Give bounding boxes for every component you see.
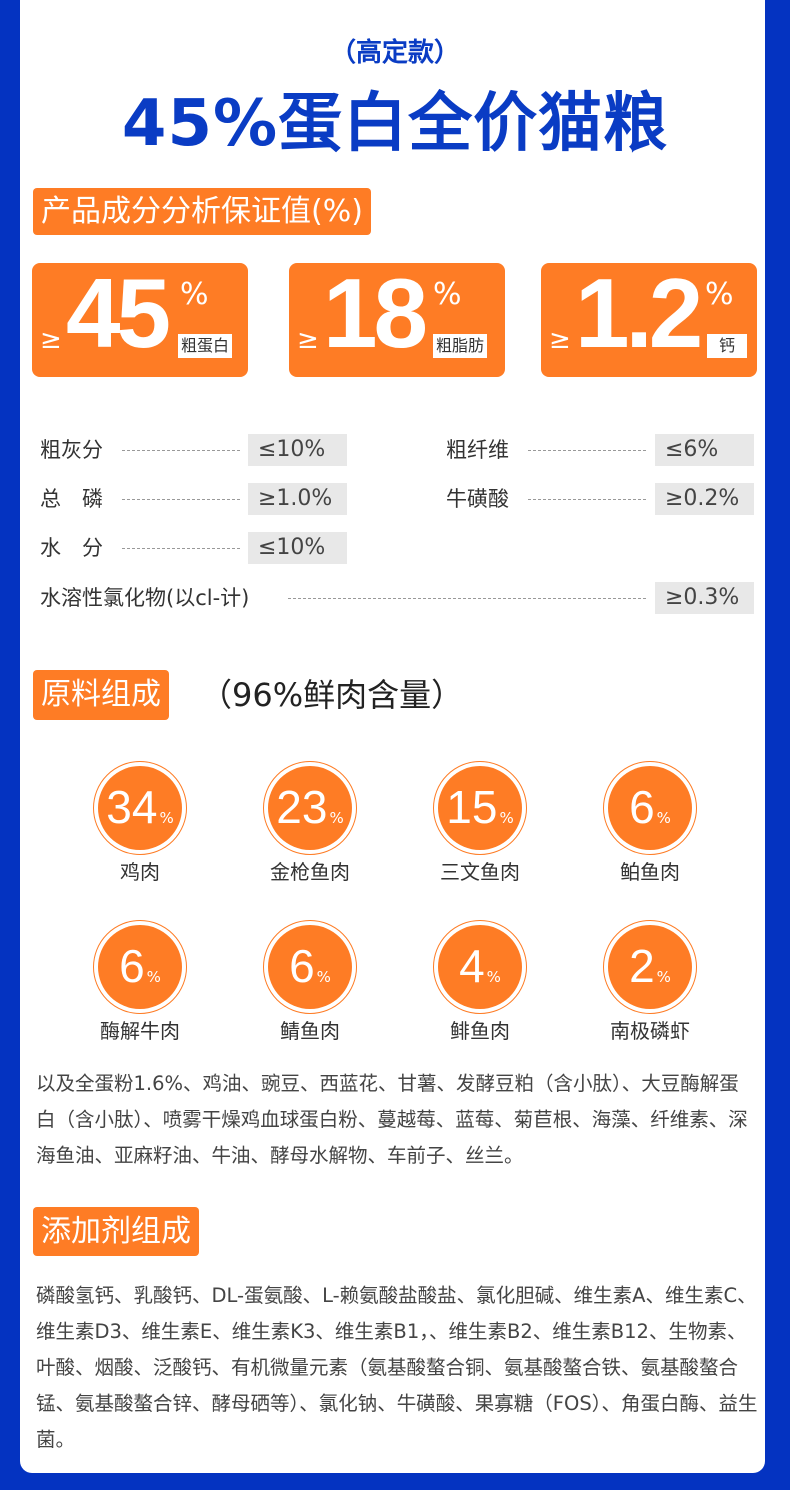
ingredient-circle: 2%	[603, 920, 697, 1014]
ingredients-heading: 原料组成	[33, 670, 169, 720]
row-phosphorus: 总 磷 ≥1.0%	[40, 483, 347, 515]
fat-label: 粗脂肪	[433, 334, 488, 358]
ingredient-value: 6	[629, 781, 655, 833]
additives-text: 磷酸氢钙、乳酸钙、DL-蛋氨酸、L-赖氨酸盐酸盐、氯化胆碱、维生素A、维生素C、…	[36, 1284, 758, 1451]
ingredient-value: 4	[459, 940, 485, 992]
row-value: ≤10%	[248, 434, 347, 466]
ingredient-unit: %	[159, 809, 174, 827]
row-value: ≤6%	[655, 434, 754, 466]
row-moisture: 水 分 ≤10%	[40, 532, 347, 564]
circle-fill: 34%	[98, 766, 182, 850]
ingredient-unit: %	[316, 968, 331, 986]
ingredient-circle: 34%	[93, 761, 187, 855]
row-fiber: 粗纤维 ≤6%	[446, 434, 754, 466]
analysis-heading: 产品成分分析保证值(%)	[33, 188, 371, 235]
circle-fill: 6%	[268, 925, 352, 1009]
fat-box: ≥ 18 % 粗脂肪	[289, 258, 505, 377]
circle-fill: 6%	[98, 925, 182, 1009]
unit: %	[433, 277, 462, 312]
ingredient-label: 三文鱼肉	[440, 860, 520, 884]
subtitle: （高定款）	[329, 38, 460, 68]
row-label: 牛磺酸	[446, 487, 509, 511]
unit: %	[705, 277, 734, 312]
ingredient-unit: %	[146, 968, 161, 986]
row-label: 水溶性氯化物(以cl-计)	[40, 586, 250, 610]
ingredient-value: 34	[106, 781, 158, 833]
ingredient-value: 6	[119, 940, 145, 992]
unit: %	[180, 277, 209, 312]
ingredient-unit: %	[329, 809, 344, 827]
ingredient-unit: %	[656, 809, 671, 827]
circle-fill: 2%	[608, 925, 692, 1009]
circle-fill: 23%	[268, 766, 352, 850]
row-value: ≥1.0%	[248, 483, 347, 515]
calcium-label: 钙	[707, 334, 747, 358]
ingredient-value: 15	[446, 781, 498, 833]
ingredient-unit: %	[499, 809, 514, 827]
row-value: ≤10%	[248, 532, 347, 564]
ingredient-value: 2	[629, 940, 655, 992]
ingredient-label: 鲌鱼肉	[620, 860, 680, 884]
ingredient-label: 鸡肉	[120, 860, 160, 884]
row-label: 总 磷	[40, 487, 103, 511]
ingredient-label: 酶解牛肉	[100, 1019, 180, 1043]
ingredient-circle: 6%	[263, 920, 357, 1014]
ingredient-circle: 15%	[433, 761, 527, 855]
row-taurine: 牛磺酸 ≥0.2%	[446, 483, 754, 515]
circle-fill: 4%	[438, 925, 522, 1009]
ingredient-label: 南极磷虾	[610, 1019, 690, 1043]
ge-sign: ≥	[549, 325, 571, 355]
row-value: ≥0.3%	[655, 582, 754, 614]
calcium-value: 1.2	[575, 258, 703, 368]
ingredient-label: 金枪鱼肉	[270, 860, 350, 884]
protein-box: ≥ 45 % 粗蛋白	[32, 258, 248, 377]
extra-ingredients: 以及全蛋粉1.6%、鸡油、豌豆、西蓝花、甘薯、发酵豆粕（含小肽）、大豆酶解蛋白（…	[36, 1072, 748, 1167]
ge-sign: ≥	[40, 325, 62, 355]
row-chloride: 水溶性氯化物(以cl-计) ≥0.3%	[40, 582, 754, 614]
ingredient-circle: 6%	[93, 920, 187, 1014]
ingredient-circle: 6%	[603, 761, 697, 855]
row-label: 粗灰分	[40, 438, 103, 462]
page-title: 45%蛋白全价猫粮	[121, 87, 669, 161]
ingredient-label: 鲭鱼肉	[280, 1019, 340, 1043]
fat-value: 18	[323, 258, 428, 368]
ge-sign: ≥	[297, 325, 319, 355]
protein-value: 45	[66, 258, 171, 368]
row-value: ≥0.2%	[655, 483, 754, 515]
additives-heading: 添加剂组成	[33, 1207, 199, 1256]
protein-label: 粗蛋白	[178, 334, 233, 358]
row-ash: 粗灰分 ≤10%	[40, 434, 347, 466]
calcium-box: ≥ 1.2 % 钙	[541, 258, 757, 377]
ingredient-circle: 4%	[433, 920, 527, 1014]
row-label: 水 分	[40, 536, 103, 560]
circle-fill: 15%	[438, 766, 522, 850]
ingredient-value: 6	[289, 940, 315, 992]
circle-fill: 6%	[608, 766, 692, 850]
ingredient-label: 鲱鱼肉	[450, 1019, 510, 1043]
row-label: 粗纤维	[446, 438, 509, 462]
ingredient-unit: %	[486, 968, 501, 986]
ingredients-subheading: （96%鲜肉含量）	[200, 676, 464, 714]
ingredient-value: 23	[276, 781, 328, 833]
ingredient-circle: 23%	[263, 761, 357, 855]
ingredient-unit: %	[656, 968, 671, 986]
